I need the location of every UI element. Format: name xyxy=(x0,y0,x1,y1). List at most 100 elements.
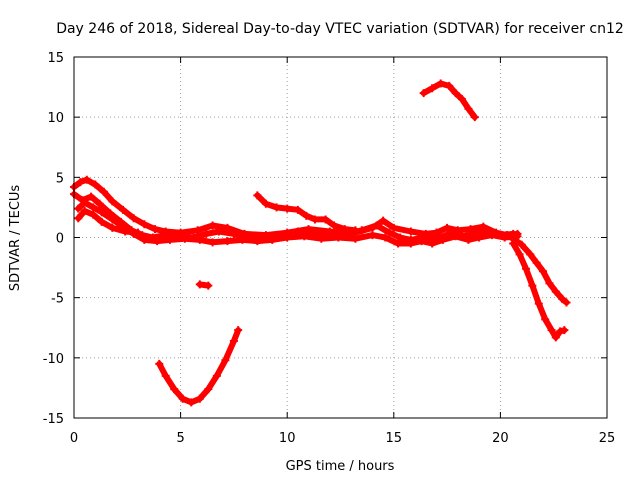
data-point xyxy=(321,215,330,224)
data-point xyxy=(372,221,381,230)
series-lower-arc xyxy=(155,326,243,407)
data-point xyxy=(108,215,117,224)
data-point xyxy=(253,237,262,246)
data-point xyxy=(140,220,149,229)
data-point xyxy=(458,95,467,104)
data-point xyxy=(368,231,377,240)
data-point xyxy=(121,227,130,236)
series-mid-arc xyxy=(253,191,360,235)
y-tick-label: -5 xyxy=(51,292,64,307)
data-point xyxy=(97,208,106,217)
data-point xyxy=(534,299,543,308)
data-point xyxy=(195,394,204,403)
data-point xyxy=(515,250,524,259)
data-point xyxy=(76,178,85,187)
data-point xyxy=(385,228,394,237)
data-point xyxy=(202,229,211,238)
data-point xyxy=(528,281,537,290)
y-axis-label: SDTVAR / TECUs xyxy=(8,185,23,292)
data-point xyxy=(419,89,428,98)
x-tick-label: 10 xyxy=(279,431,296,446)
data-point xyxy=(283,204,292,213)
data-point xyxy=(521,264,530,273)
series-early-arc xyxy=(74,207,142,237)
data-point xyxy=(272,203,281,212)
data-point xyxy=(487,231,496,240)
data-point xyxy=(268,235,277,244)
data-point xyxy=(464,235,473,244)
data-point xyxy=(340,225,349,234)
x-tick-label: 25 xyxy=(599,431,616,446)
y-tick-label: -10 xyxy=(43,352,64,367)
data-point xyxy=(283,233,292,242)
data-point xyxy=(214,227,223,236)
data-point xyxy=(195,280,204,289)
series-tail-upper xyxy=(502,231,571,307)
data-point xyxy=(223,237,232,246)
data-point xyxy=(451,89,460,98)
data-point xyxy=(170,385,179,394)
y-tick-label: 10 xyxy=(47,111,64,126)
data-point xyxy=(80,198,89,207)
data-point xyxy=(208,221,217,230)
data-point xyxy=(89,203,98,212)
data-point xyxy=(396,233,405,242)
data-point xyxy=(330,221,339,230)
data-point xyxy=(180,234,189,243)
data-point xyxy=(417,237,426,246)
series-band xyxy=(503,232,570,306)
x-axis-label: GPS time / hours xyxy=(286,459,395,474)
data-point xyxy=(97,217,106,226)
data-point xyxy=(394,239,403,248)
data-point xyxy=(406,239,415,248)
data-point xyxy=(302,211,311,220)
data-point xyxy=(438,235,447,244)
data-point xyxy=(193,226,202,235)
data-point xyxy=(470,113,479,122)
data-point xyxy=(310,215,319,224)
data-point xyxy=(443,223,452,232)
x-tick-label: 5 xyxy=(176,431,184,446)
data-point xyxy=(502,231,511,240)
data-point xyxy=(381,233,390,242)
data-point xyxy=(517,240,526,249)
data-point xyxy=(129,214,138,223)
data-point xyxy=(253,191,262,200)
data-point xyxy=(562,298,571,307)
chart-title: Day 246 of 2018, Sidereal Day-to-day VTE… xyxy=(56,21,624,37)
y-tick-label: 5 xyxy=(56,171,64,186)
data-point xyxy=(532,258,541,267)
data-point xyxy=(108,223,117,232)
data-point xyxy=(82,175,91,184)
data-point xyxy=(526,250,535,259)
y-tick-label: 15 xyxy=(47,51,64,66)
data-point xyxy=(547,326,556,335)
data-point xyxy=(293,205,302,214)
data-point xyxy=(229,336,238,345)
data-point xyxy=(80,207,89,216)
data-point xyxy=(545,279,554,288)
data-point xyxy=(406,227,415,236)
data-point xyxy=(221,356,230,365)
data-point xyxy=(551,333,560,342)
data-point xyxy=(74,214,83,223)
data-point xyxy=(436,79,445,88)
data-point xyxy=(155,359,164,368)
data-point xyxy=(153,237,162,246)
data-point xyxy=(334,233,343,242)
data-point xyxy=(351,226,360,235)
data-point xyxy=(451,232,460,241)
series-tail-lower xyxy=(509,239,569,342)
data-point xyxy=(551,287,560,296)
data-point xyxy=(87,192,96,201)
data-point xyxy=(234,326,243,335)
data-point xyxy=(204,385,213,394)
data-point xyxy=(317,234,326,243)
data-point xyxy=(161,371,170,380)
data-point xyxy=(195,235,204,244)
data-point xyxy=(556,327,565,336)
x-tick-label: 20 xyxy=(492,431,509,446)
data-point xyxy=(89,210,98,219)
data-point xyxy=(133,228,142,237)
